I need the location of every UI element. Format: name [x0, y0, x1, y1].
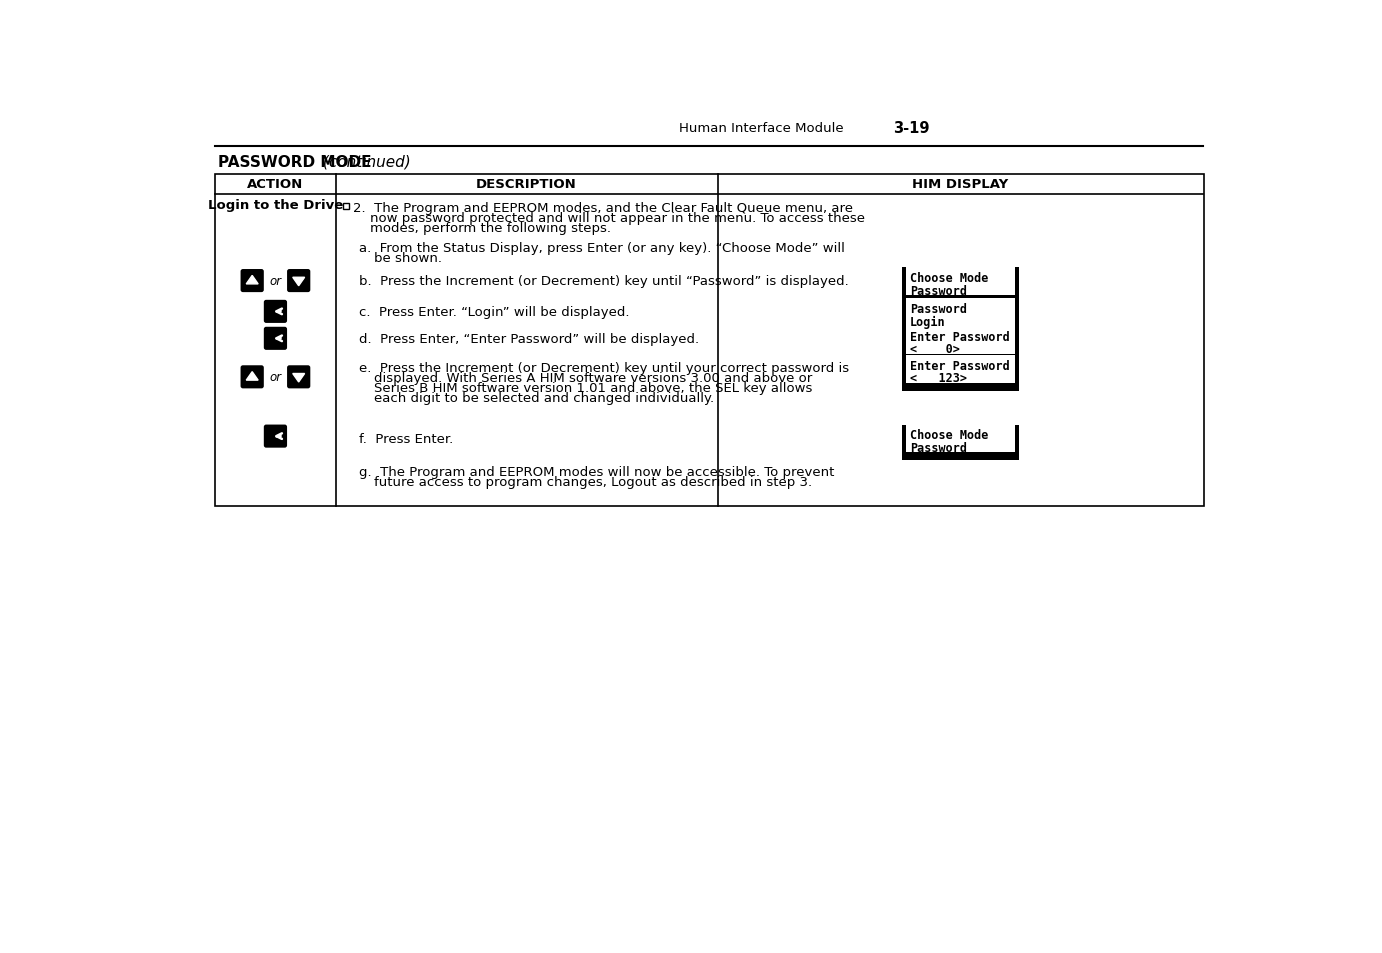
Polygon shape: [293, 375, 304, 382]
FancyBboxPatch shape: [264, 328, 287, 351]
Text: Login: Login: [911, 315, 945, 328]
Bar: [902, 327, 1019, 362]
Text: future access to program changes, Logout as described in step 3.: future access to program changes, Logout…: [375, 476, 813, 489]
Text: Password: Password: [911, 303, 967, 315]
FancyBboxPatch shape: [240, 270, 264, 293]
Text: Choose Mode: Choose Mode: [911, 272, 988, 285]
Text: each digit to be selected and changed individually.: each digit to be selected and changed in…: [375, 392, 714, 405]
Text: a.  From the Status Display, press Enter (or any key). “Choose Mode” will: a. From the Status Display, press Enter …: [359, 242, 844, 255]
Polygon shape: [246, 276, 258, 285]
Bar: [907, 355, 1014, 383]
Text: f.  Press Enter.: f. Press Enter.: [359, 433, 453, 446]
Text: PASSWORD MODE: PASSWORD MODE: [218, 154, 372, 170]
Text: Choose Mode: Choose Mode: [911, 429, 988, 442]
Bar: [343, 204, 350, 210]
Text: g.  The Program and EEPROM modes will now be accessible. To prevent: g. The Program and EEPROM modes will now…: [359, 466, 835, 478]
FancyBboxPatch shape: [287, 270, 311, 293]
FancyBboxPatch shape: [287, 366, 311, 389]
FancyBboxPatch shape: [264, 425, 287, 448]
Text: now password protected and will not appear in the menu. To access these: now password protected and will not appe…: [369, 213, 865, 225]
Text: modes, perform the following steps.: modes, perform the following steps.: [369, 222, 611, 235]
Text: Enter Password: Enter Password: [911, 331, 1010, 343]
Text: d.  Press Enter, “Enter Password” will be displayed.: d. Press Enter, “Enter Password” will be…: [359, 333, 699, 346]
Text: Password: Password: [911, 441, 967, 455]
Text: Enter Password: Enter Password: [911, 359, 1010, 373]
Text: or: or: [269, 274, 282, 288]
Text: HIM DISPLAY: HIM DISPLAY: [912, 178, 1009, 191]
Text: ACTION: ACTION: [247, 178, 304, 191]
Bar: [902, 425, 1019, 460]
FancyBboxPatch shape: [240, 366, 264, 389]
Bar: [907, 327, 1014, 355]
Text: Password: Password: [911, 284, 967, 297]
Text: 2.  The Program and EEPROM modes, and the Clear Fault Queue menu, are: 2. The Program and EEPROM modes, and the…: [352, 202, 853, 215]
Text: <   123>: < 123>: [911, 372, 967, 385]
Bar: [902, 268, 1019, 304]
Text: 3-19: 3-19: [894, 121, 930, 135]
Bar: [216, 174, 1204, 507]
Text: Human Interface Module: Human Interface Module: [680, 122, 844, 134]
Bar: [907, 425, 1014, 453]
Polygon shape: [293, 278, 304, 287]
Bar: [907, 268, 1014, 295]
Text: or: or: [269, 371, 282, 384]
Bar: [902, 299, 1019, 335]
Text: be shown.: be shown.: [375, 252, 442, 265]
Bar: [902, 355, 1019, 392]
Text: c.  Press Enter. “Login” will be displayed.: c. Press Enter. “Login” will be displaye…: [359, 306, 629, 319]
Bar: [907, 299, 1014, 327]
Text: Series B HIM software version 1.01 and above, the SEL key allows: Series B HIM software version 1.01 and a…: [375, 382, 813, 395]
Text: displayed. With Series A HIM software versions 3.00 and above or: displayed. With Series A HIM software ve…: [375, 372, 813, 385]
Text: (continued): (continued): [318, 154, 412, 170]
Text: b.  Press the Increment (or Decrement) key until “Password” is displayed.: b. Press the Increment (or Decrement) ke…: [359, 275, 849, 288]
Polygon shape: [246, 373, 258, 381]
Text: Login to the Drive: Login to the Drive: [207, 198, 343, 212]
FancyBboxPatch shape: [264, 300, 287, 324]
Text: DESCRIPTION: DESCRIPTION: [477, 178, 576, 191]
Text: <    0>: < 0>: [911, 343, 960, 355]
Text: e.  Press the Increment (or Decrement) key until your correct password is: e. Press the Increment (or Decrement) ke…: [359, 362, 849, 375]
